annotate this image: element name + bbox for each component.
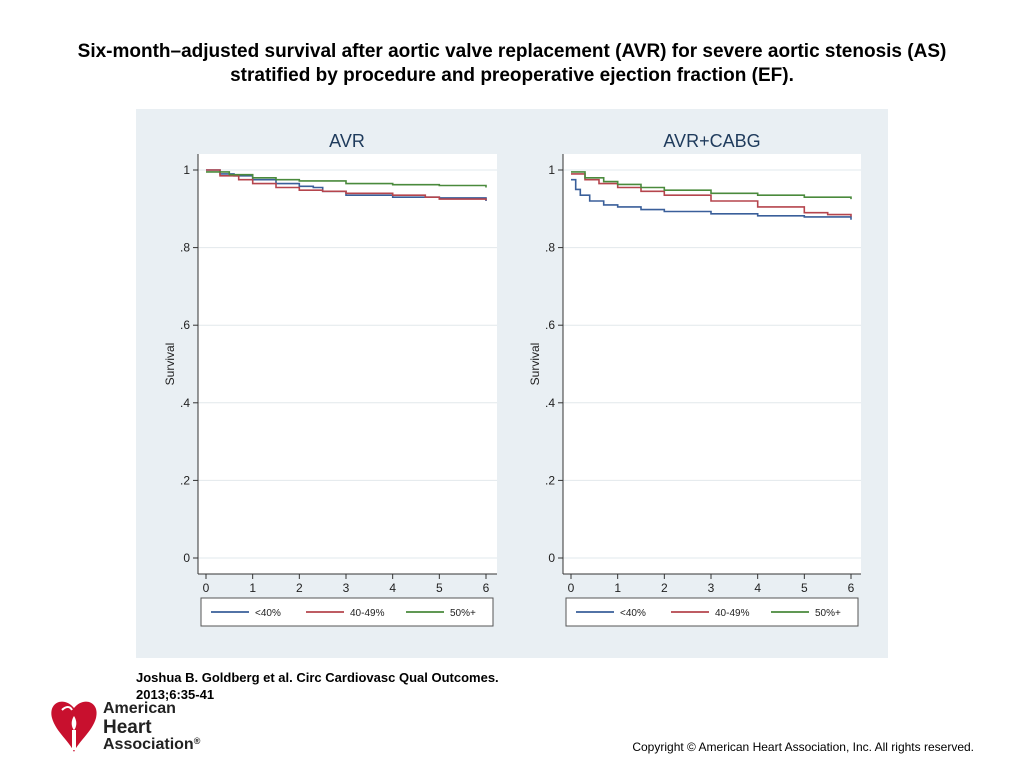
series-line-2 [206, 169, 487, 201]
logo-line-association: Association® [103, 736, 200, 754]
title-line-1: Six-month–adjusted survival after aortic… [77, 41, 947, 62]
chart-panel-2 [558, 154, 861, 627]
legend-label: 40-49% [715, 608, 750, 619]
copyright-notice: Copyright © American Heart Association, … [632, 740, 974, 754]
x-tick-label: 5 [801, 581, 808, 595]
legend-label: <40% [255, 608, 281, 619]
x-tick-label: 6 [483, 581, 490, 595]
y-tick-label: 1 [548, 163, 555, 177]
title-line-2: stratified by procedure and preoperative… [230, 65, 794, 86]
plot-area [563, 154, 861, 574]
citation: Joshua B. Goldberg et al. Circ Cardiovas… [136, 669, 616, 703]
series-line-3 [206, 171, 487, 188]
panel-title: AVR+CABG [663, 131, 760, 151]
citation-line-2: 2013;6:35-41 [136, 687, 215, 702]
x-tick-label: 3 [343, 581, 350, 595]
legend-label: 40-49% [350, 608, 385, 619]
y-tick-label: 0 [548, 551, 555, 565]
logo-line-american: American [103, 700, 176, 717]
x-tick-label: 0 [203, 581, 210, 595]
citation-line-1: Joshua B. Goldberg et al. Circ Cardiovas… [136, 670, 499, 685]
aha-logo: American Heart Association® [48, 696, 208, 758]
x-tick-label: 1 [614, 581, 621, 595]
logo-line-heart: Heart [103, 717, 152, 738]
x-tick-label: 5 [436, 581, 443, 595]
y-tick-label: .6 [545, 318, 555, 332]
heart-torch-icon [51, 701, 97, 752]
plot-area [198, 154, 497, 574]
y-tick-label: 0 [183, 551, 190, 565]
legend-box [565, 597, 859, 627]
x-tick-label: 2 [296, 581, 303, 595]
y-axis-label: Survival [528, 343, 542, 386]
panel-title: AVR [329, 131, 365, 151]
legend-box [200, 597, 494, 627]
y-tick-label: .2 [180, 473, 190, 487]
legend-label: 50%+ [450, 608, 476, 619]
series-line-2 [571, 173, 852, 217]
logo-registered-mark: ® [193, 736, 201, 746]
x-tick-label: 6 [848, 581, 855, 595]
y-tick-label: .6 [180, 318, 190, 332]
legend-label: <40% [620, 608, 646, 619]
slide-title: Six-month–adjusted survival after aortic… [20, 40, 1004, 88]
y-tick-label: .2 [545, 473, 555, 487]
y-tick-label: .8 [545, 241, 555, 255]
x-tick-label: 3 [708, 581, 715, 595]
x-tick-label: 4 [754, 581, 761, 595]
logo-association-word: Association [103, 736, 194, 753]
y-tick-label: .4 [180, 396, 190, 410]
x-tick-label: 1 [249, 581, 256, 595]
x-tick-label: 4 [389, 581, 396, 595]
x-tick-label: 0 [568, 581, 575, 595]
series-line-1 [571, 178, 852, 220]
legend-label: 50%+ [815, 608, 841, 619]
x-tick-label: 2 [661, 581, 668, 595]
y-axis-label: Survival [163, 343, 177, 386]
series-line-3 [571, 171, 852, 200]
survival-figure: 0.2.4.6.8 1 0 1 2 3 4 5 6 AVR Survival <40% 40-49% 50… [136, 109, 888, 658]
y-tick-label: 1 [183, 163, 190, 177]
chart-panel-1 [193, 154, 497, 627]
y-tick-label: .8 [180, 241, 190, 255]
y-tick-label: .4 [545, 396, 555, 410]
